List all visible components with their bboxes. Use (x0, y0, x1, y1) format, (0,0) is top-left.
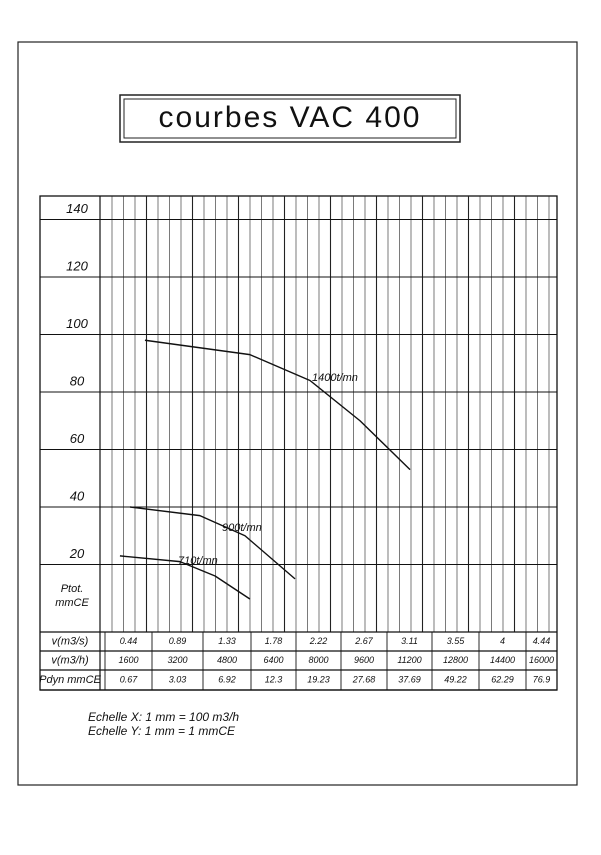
table-cell: 49.22 (444, 674, 467, 684)
curve (129, 506, 296, 580)
table-cell: 12.3 (265, 674, 283, 684)
curve-label: 710t/mn (178, 555, 218, 567)
table-cell: 12800 (443, 655, 468, 665)
table-cell: 19.23 (307, 674, 330, 684)
vertical-grid (111, 196, 550, 632)
curve (144, 339, 411, 471)
row-label: Pdyn mmCE (39, 674, 101, 686)
table-cell: 3.11 (401, 636, 418, 646)
table-cell: 3.55 (447, 636, 466, 646)
note: Echelle Y: 1 mm = 1 mmCE (88, 724, 236, 738)
y-tick-label: 20 (69, 546, 85, 561)
table-cell: 4800 (217, 655, 237, 665)
y-axis-label: Ptot. (61, 583, 84, 595)
title: courbes VAC 400 (159, 101, 422, 134)
y-tick-label: 140 (66, 201, 88, 216)
row-label: v(m3/s) (52, 635, 89, 647)
page-border (17, 41, 578, 786)
table-cell: 4 (500, 636, 505, 646)
row-label: v(m3/h) (51, 654, 89, 666)
chart-frame (39, 195, 558, 691)
table-cell: 8000 (308, 655, 328, 665)
title-box-inner (123, 98, 457, 139)
table-cell: 3200 (167, 655, 187, 665)
table-cell: 37.69 (398, 674, 421, 684)
table-cell: 16000 (529, 655, 554, 665)
table-cell: 27.68 (352, 674, 376, 684)
table-cell: 6.92 (218, 674, 236, 684)
table-cell: 14400 (490, 655, 515, 665)
y-tick-label: 100 (66, 316, 88, 331)
y-tick-label: 60 (70, 431, 85, 446)
table-cell: 0.44 (120, 636, 138, 646)
curve-label: 1400t/mn (312, 372, 358, 384)
table-cell: 62.29 (491, 674, 514, 684)
table-cell: 0.67 (120, 674, 139, 684)
plot: 20 40 60 80 100 120 140 Ptot. mmCE 1400t/mn 900t/m… (40, 201, 557, 609)
table: v(m3/s) 0.44 0.89 1.33 1.78 2.22 2.67 3.11 3.55 4… (39, 631, 557, 691)
title-box (119, 94, 461, 143)
y-tick-label: 80 (70, 373, 85, 388)
table-cell: 1.33 (218, 636, 236, 646)
note: Echelle X: 1 mm = 100 m3/h (88, 710, 239, 724)
table-cell: 11200 (397, 655, 421, 665)
table-cell: 2.22 (309, 636, 328, 646)
table-cell: 0.89 (169, 636, 187, 646)
y-axis-label: mmCE (55, 597, 89, 609)
table-cell: 1.78 (265, 636, 283, 646)
table-cell: 2.67 (354, 636, 374, 646)
table-cell: 9600 (354, 655, 374, 665)
curve (119, 555, 251, 600)
table-cell: 1600 (118, 655, 138, 665)
curve-label: 900t/mn (222, 522, 262, 534)
y-tick-label: 40 (70, 488, 85, 503)
table-cell: 6400 (263, 655, 283, 665)
y-tick-label: 120 (66, 258, 88, 273)
table-cell: 4.44 (533, 636, 551, 646)
table-cell: 3.03 (169, 674, 187, 684)
table-cell: 76.9 (533, 674, 551, 684)
